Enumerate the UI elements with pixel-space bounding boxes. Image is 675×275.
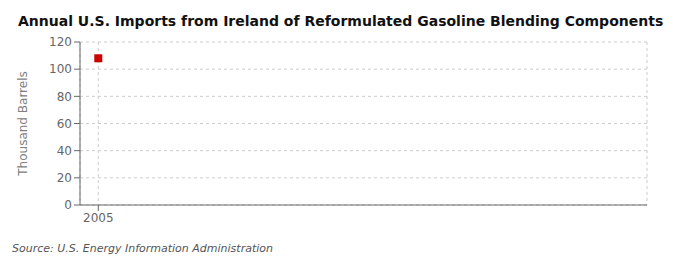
svg-text:20: 20 bbox=[57, 171, 72, 185]
svg-text:Thousand Barrels: Thousand Barrels bbox=[16, 71, 30, 176]
svg-text:0: 0 bbox=[64, 198, 72, 212]
svg-text:40: 40 bbox=[57, 144, 72, 158]
svg-text:120: 120 bbox=[49, 35, 72, 49]
svg-text:2005: 2005 bbox=[83, 211, 114, 225]
svg-text:80: 80 bbox=[57, 90, 72, 104]
svg-text:100: 100 bbox=[49, 62, 72, 76]
html-text:Annual U.S. Imports from Irela: Annual U.S. Imports from Ireland of Refo… bbox=[18, 13, 664, 29]
svg-text:60: 60 bbox=[57, 117, 72, 131]
html-text:Source: U.S. Energy Informatio: Source: U.S. Energy Information Administ… bbox=[12, 242, 273, 255]
